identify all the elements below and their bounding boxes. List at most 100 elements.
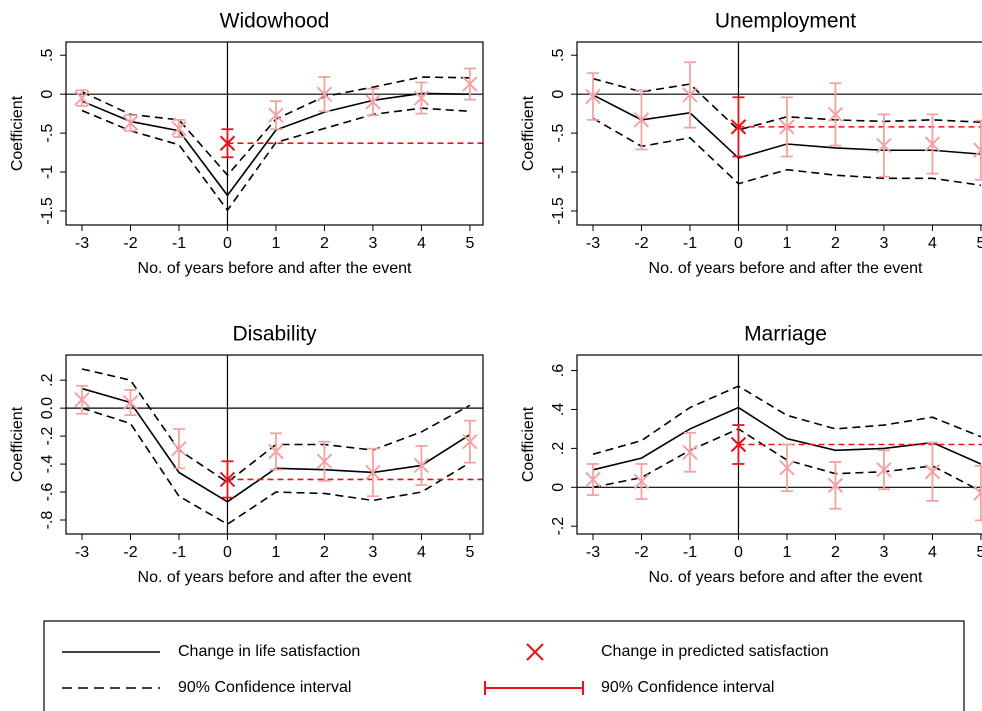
- marker-stroke: [876, 462, 892, 478]
- marker: [924, 464, 941, 480]
- plot-frame: [576, 41, 982, 226]
- marker-stroke: [633, 473, 650, 490]
- y-tick-label: -.8: [39, 511, 56, 530]
- plot-area: [66, 42, 483, 225]
- marker-stroke: [74, 90, 90, 106]
- marker-stroke: [779, 460, 795, 476]
- x-tick-label: -3: [586, 544, 600, 561]
- marker: [924, 136, 941, 152]
- marker-stroke: [973, 147, 982, 158]
- marker-stroke: [462, 433, 478, 450]
- legend-swatch: [526, 643, 544, 661]
- marker: [876, 462, 892, 478]
- marker-stroke: [122, 115, 139, 131]
- marker: [268, 107, 284, 123]
- series-line: [592, 385, 982, 455]
- legend-box: [43, 620, 965, 711]
- x-tick-label: 0: [223, 235, 232, 252]
- x-tick-label: 3: [879, 235, 888, 252]
- marker-stroke: [365, 94, 381, 110]
- marker: [268, 443, 284, 460]
- y-axis-label: Coefficient: [9, 95, 26, 171]
- y-tick-label: .6: [550, 364, 567, 377]
- y-tick-label: .2: [39, 373, 56, 386]
- marker: [122, 115, 139, 131]
- y-tick-label: -.5: [39, 124, 56, 143]
- marker-stroke: [585, 88, 601, 105]
- marker: [730, 119, 747, 135]
- marker-stroke: [268, 443, 284, 460]
- marker: [973, 485, 982, 501]
- marker-stroke: [924, 464, 941, 480]
- y-tick-label: 0: [39, 90, 56, 99]
- x-tick-label: 4: [417, 235, 426, 252]
- x-tick-label: -3: [586, 235, 600, 252]
- marker-stroke: [730, 119, 747, 135]
- x-tick-label: -1: [172, 235, 186, 252]
- x-tick-label: 2: [320, 235, 329, 252]
- marker: [171, 120, 187, 137]
- x-tick-label: 5: [465, 544, 474, 561]
- x-tick-label: -1: [172, 544, 186, 561]
- y-tick-label: -1: [39, 165, 56, 179]
- x-tick-label: 0: [734, 544, 743, 561]
- marker: [122, 394, 139, 411]
- marker: [633, 112, 650, 128]
- x-tick-label: 4: [928, 544, 937, 561]
- y-tick-label: 0: [550, 90, 567, 99]
- x-tick-label: 1: [272, 544, 281, 561]
- x-tick-label: -2: [123, 235, 137, 252]
- marker: [365, 94, 381, 110]
- x-tick-label: 2: [320, 544, 329, 561]
- legend-label: Change in predicted satisfaction: [601, 643, 829, 660]
- y-tick-label: -.4: [39, 455, 56, 474]
- legend-swatch: [484, 681, 584, 695]
- x-tick-label: 1: [272, 235, 281, 252]
- y-tick-label: -.5: [550, 124, 567, 143]
- marker-stroke: [682, 87, 698, 103]
- x-tick-label: -1: [683, 544, 697, 561]
- marker-stroke: [585, 471, 601, 488]
- marker: [462, 433, 478, 450]
- x-tick-label: 3: [368, 235, 377, 252]
- marker-stroke: [413, 90, 430, 106]
- marker: [219, 135, 236, 151]
- x-tick-label: 5: [976, 235, 982, 252]
- marker-stroke: [365, 464, 381, 481]
- marker: [171, 440, 187, 457]
- y-axis-label: Coefficient: [520, 406, 537, 482]
- x-axis-label: No. of years before and after the event: [138, 260, 413, 277]
- marker-stroke: [526, 643, 544, 661]
- series-line: [592, 77, 981, 131]
- x-tick-label: 3: [368, 544, 377, 561]
- marker-stroke: [827, 106, 844, 123]
- x-tick-label: 1: [783, 544, 792, 561]
- marker-stroke: [171, 120, 187, 137]
- x-tick-label: 3: [879, 544, 888, 561]
- y-tick-label: -.2: [550, 517, 567, 536]
- series-line: [81, 107, 470, 212]
- marker-stroke: [924, 136, 941, 152]
- marker: [827, 106, 844, 123]
- panel-title: Widowhood: [220, 10, 330, 33]
- marker: [585, 471, 601, 488]
- x-tick-label: 4: [928, 235, 937, 252]
- x-tick-label: 4: [417, 544, 426, 561]
- marker: [876, 137, 892, 154]
- marker-stroke: [876, 137, 892, 154]
- marker-stroke: [633, 112, 650, 128]
- panel-title: Unemployment: [715, 10, 856, 33]
- marker-stroke: [219, 471, 236, 488]
- y-tick-label: -.2: [39, 427, 56, 446]
- marker-stroke: [827, 477, 844, 494]
- marker-stroke: [682, 444, 698, 460]
- marker: [316, 86, 333, 102]
- x-tick-label: 0: [223, 544, 232, 561]
- marker-stroke: [316, 453, 333, 469]
- marker-stroke: [779, 119, 795, 135]
- marker-stroke: [122, 394, 139, 411]
- y-tick-label: -1.5: [550, 197, 567, 225]
- plot-area: [577, 355, 982, 534]
- marker-stroke: [171, 440, 187, 457]
